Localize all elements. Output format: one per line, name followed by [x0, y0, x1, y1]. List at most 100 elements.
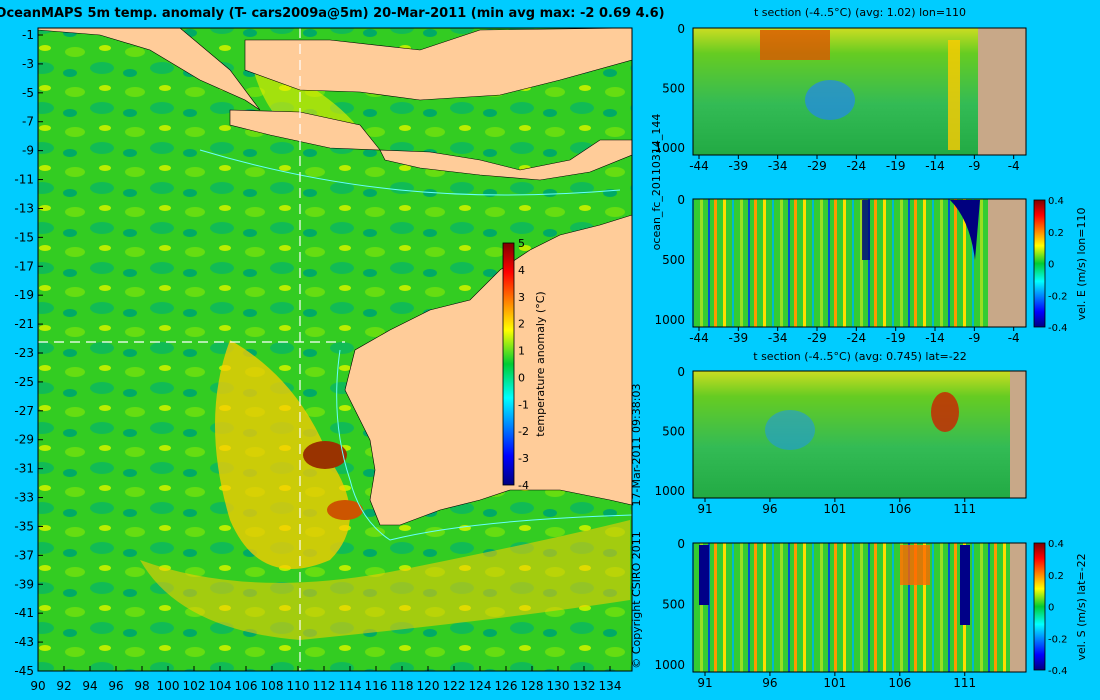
colorbar-tick-label: -0.2	[1048, 291, 1068, 302]
section-frame	[692, 27, 1027, 156]
map-panel	[37, 27, 633, 672]
y-tick-label: -45	[14, 664, 34, 678]
depth-tick-label: 1000	[654, 658, 685, 672]
colorbar-tick-label: -2	[518, 425, 529, 438]
strong-westward-flow	[950, 200, 980, 260]
x-tick-label: 118	[391, 679, 414, 693]
x-tick-label: 124	[469, 679, 492, 693]
section-frame	[692, 370, 1027, 499]
section-frame	[692, 542, 1027, 673]
map-colorbar: 5 4 3 2 1 0 -1 -2 -3 -4 temperature anomaly (°C)	[502, 237, 547, 492]
depth-tick-label: 0	[677, 365, 685, 379]
borneo-java-landmass	[244, 27, 633, 101]
x-tick-label: 122	[443, 679, 466, 693]
northward-jet	[900, 545, 930, 585]
depth-tick-label: 1000	[654, 141, 685, 155]
section-x-tick-label: -29	[807, 331, 827, 345]
y-tick-label: -31	[14, 462, 34, 476]
section-x-tick-label: -34	[768, 331, 788, 345]
y-tick-label: -1	[22, 28, 34, 42]
x-tick-label: 96	[108, 679, 123, 693]
section-x-tick-label: -14	[925, 331, 945, 345]
velocity-colorbar-east: 0.4 0.2 0 -0.2 -0.4 vel. E (m/s) lon=110	[1033, 196, 1088, 334]
land-mask	[1010, 543, 1026, 672]
y-tick-label: -21	[14, 317, 34, 331]
depth-tick-label: 500	[662, 598, 685, 612]
y-tick-label: -11	[14, 173, 34, 187]
y-tick-label: -35	[14, 519, 34, 533]
colorbar-tick-label: 0.2	[1048, 228, 1064, 239]
section-x-tick-label: -19	[886, 331, 906, 345]
section-x-tick-label: 96	[762, 676, 777, 690]
section-field	[693, 543, 1026, 672]
x-tick-label: 92	[56, 679, 71, 693]
x-tick-label: 106	[235, 679, 258, 693]
westward-jet	[862, 200, 870, 260]
section-x-tick-label: -44	[689, 159, 709, 173]
section-x-tick-label: 101	[823, 676, 846, 690]
colorbar-label: temperature anomaly (°C)	[534, 291, 547, 436]
y-tick-label: -17	[14, 259, 34, 273]
y-tick-label: -7	[22, 115, 34, 129]
velocity-colorbar-south: 0.4 0.2 0 -0.2 -0.4 vel. S (m/s) lat=-22	[1033, 539, 1088, 677]
warm-anomaly-region	[215, 340, 350, 569]
southward-jet	[960, 545, 970, 625]
section-field	[693, 371, 1026, 498]
colorbar-tick-label: 2	[518, 318, 525, 331]
x-tick-label: 132	[573, 679, 596, 693]
section-x-tick-label: 91	[697, 676, 712, 690]
colorbar-tick-label: 0	[1048, 260, 1054, 271]
section-x-tick-label: -4	[1008, 159, 1020, 173]
depth-tick-label: 500	[662, 253, 685, 267]
y-tick-label: -25	[14, 375, 34, 389]
map-y-axis: -1 -3 -5 -7 -9 -11 -13 -15 -17 -19 -21 -23 -25 -27 -29…	[14, 28, 43, 678]
x-tick-label: 134	[599, 679, 622, 693]
depth-tick-label: 0	[677, 22, 685, 36]
map-x-axis: 90 92 94 96 98 100 102 104 106 108 110 112 114 116 118…	[30, 666, 621, 693]
colorbar-tick-label: -0.4	[1048, 323, 1068, 334]
colorbar-label: vel. S (m/s) lat=-22	[1075, 553, 1088, 660]
section-field	[693, 28, 1026, 155]
colorbar-label: vel. E (m/s) lon=110	[1075, 208, 1088, 321]
y-tick-label: -3	[22, 57, 34, 71]
y-tick-label: -15	[14, 230, 34, 244]
section-x-tick-label: -34	[768, 159, 788, 173]
copyright-label: © Copyright CSIRO 2011	[630, 531, 643, 668]
depth-tick-label: 1000	[654, 484, 685, 498]
y-tick-label: -41	[14, 606, 34, 620]
x-tick-label: 102	[183, 679, 206, 693]
y-tick-label: -19	[14, 288, 34, 302]
section-panel-4: 0 500 1000 91 96 101 106 111	[654, 537, 1027, 690]
x-tick-label: 104	[209, 679, 232, 693]
colorbar-tick-label: 0.4	[1048, 196, 1064, 207]
colorbar-tick-label: 0.4	[1048, 539, 1064, 550]
x-tick-label: 100	[157, 679, 180, 693]
land-mask	[988, 199, 1026, 327]
y-tick-label: -43	[14, 635, 34, 649]
warm-layer	[760, 30, 830, 60]
section-x-tick-label: 111	[953, 676, 976, 690]
depth-tick-label: 0	[677, 537, 685, 551]
bathymetry-contour	[199, 149, 621, 196]
y-tick-label: -29	[14, 433, 34, 447]
section-x-tick-label: -39	[729, 331, 749, 345]
section-x-tick-label: -4	[1008, 331, 1020, 345]
depth-tick-label: 1000	[654, 313, 685, 327]
y-tick-label: -23	[14, 346, 34, 360]
section-x-tick-label: -24	[847, 331, 867, 345]
section-x-tick-label: 91	[697, 502, 712, 516]
colorbar-gradient	[1033, 542, 1046, 671]
depth-tick-label: 0	[677, 193, 685, 207]
x-tick-label: 126	[495, 679, 518, 693]
run-id-label: ocean_fc_20110314_144	[650, 114, 663, 251]
depth-tick-label: 500	[662, 425, 685, 439]
x-tick-label: 98	[134, 679, 149, 693]
x-tick-label: 130	[547, 679, 570, 693]
map-title: OceanMAPS 5m temp. anomaly (T- cars2009a…	[0, 6, 665, 21]
section-x-tick-label: -14	[925, 159, 945, 173]
colorbar-tick-label: 3	[518, 291, 525, 304]
colorbar-tick-label: 4	[518, 264, 525, 277]
land-mask	[978, 28, 1026, 155]
cold-core	[805, 80, 855, 120]
